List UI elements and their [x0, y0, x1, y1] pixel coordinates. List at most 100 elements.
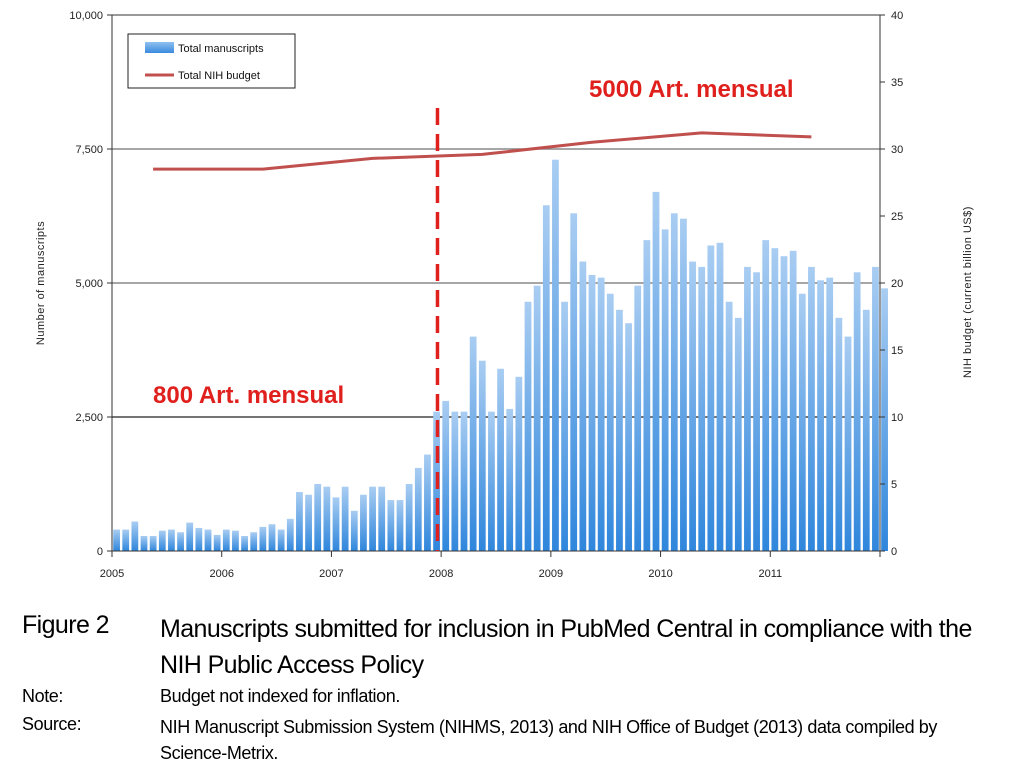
manuscript-bar	[862, 309, 870, 551]
x-tick-label: 2011	[758, 568, 782, 580]
left-tick-label: 5,000	[75, 278, 103, 290]
right-tick-label: 30	[891, 144, 903, 156]
manuscript-bar	[296, 492, 303, 551]
manuscript-bar	[606, 293, 614, 551]
manuscript-bar	[442, 400, 450, 551]
legend-swatch-manuscripts	[145, 42, 174, 53]
right-tick-label: 20	[891, 278, 903, 290]
legend: Total manuscripts Total NIH budget	[127, 33, 296, 89]
x-tick-label: 2009	[539, 568, 563, 580]
manuscript-bar	[744, 266, 751, 551]
manuscript-bar	[460, 411, 468, 551]
source-text: NIH Manuscript Submission System (NIHMS,…	[160, 717, 938, 763]
manuscript-bar	[762, 240, 770, 551]
manuscript-bar	[323, 486, 331, 551]
manuscript-bar	[369, 486, 376, 551]
manuscript-bar	[314, 484, 322, 551]
x-tick-label: 2008	[429, 568, 453, 580]
manuscript-bar	[488, 411, 495, 551]
left-axis-title: Number of manuscripts	[35, 221, 47, 345]
manuscript-bar	[451, 411, 459, 551]
manuscript-bar	[158, 530, 166, 551]
note-text: Budget not indexed for inflation.	[160, 686, 400, 706]
manuscript-bar	[241, 535, 248, 551]
manuscript-bar	[469, 336, 477, 551]
manuscript-bar	[771, 248, 779, 551]
manuscript-bar	[497, 368, 504, 551]
manuscript-bar	[515, 376, 523, 551]
left-tick-label: 7,500	[75, 144, 103, 156]
manuscript-bar	[222, 529, 230, 551]
manuscript-bar	[506, 408, 514, 551]
manuscript-bars	[113, 159, 888, 552]
manuscript-bar	[579, 261, 587, 551]
manuscript-bar	[835, 317, 843, 551]
x-axis-ticks: 2005 2006 2007 2008 2009 2010 2011	[100, 551, 881, 580]
manuscript-bar	[716, 242, 724, 552]
manuscript-bar	[734, 317, 742, 551]
right-tick-label: 25	[891, 211, 903, 223]
manuscript-bar	[113, 529, 120, 551]
right-tick-label: 40	[891, 10, 903, 22]
manuscript-bar	[643, 240, 651, 551]
manuscript-bar	[789, 250, 797, 551]
manuscript-bar	[753, 272, 760, 551]
manuscript-bar	[817, 280, 824, 551]
annotation-after: 5000 Art. mensual	[589, 76, 794, 103]
figure-label: Figure 2	[22, 611, 110, 639]
right-tick-label: 10	[891, 412, 903, 424]
manuscript-bar	[232, 530, 239, 551]
manuscript-bar	[350, 510, 358, 551]
manuscript-bar	[707, 245, 715, 552]
right-tick-label: 15	[891, 345, 903, 357]
right-tick-label: 5	[891, 479, 897, 491]
manuscript-bar	[396, 500, 404, 551]
manuscript-bar	[250, 532, 258, 551]
manuscript-bar	[277, 529, 285, 551]
budget-line	[153, 131, 812, 171]
legend-label-manuscripts: Total manuscripts	[178, 43, 264, 55]
manuscript-bar	[478, 360, 486, 551]
manuscript-bar	[122, 529, 130, 551]
right-axis-ticks: 0 5 10 15 20 25 30 35 40	[880, 10, 903, 558]
manuscript-bar	[140, 535, 148, 551]
manuscript-bar	[725, 301, 733, 551]
manuscript-bar	[259, 526, 267, 551]
manuscript-bar	[808, 266, 815, 551]
x-tick-label: 2006	[209, 568, 233, 580]
manuscript-bar	[872, 266, 879, 551]
manuscript-bar	[195, 527, 203, 551]
manuscript-bar	[213, 534, 221, 551]
manuscript-bar	[341, 486, 349, 551]
figure-title: Manuscripts submitted for inclusion in P…	[160, 615, 972, 679]
manuscript-bar	[844, 336, 852, 551]
right-axis-title: NIH budget (current billion US$)	[962, 206, 974, 378]
left-axis-ticks: 0 2,500 5,000 7,500 10,000	[69, 10, 112, 558]
manuscript-bar	[588, 274, 596, 551]
manuscript-bar	[689, 261, 696, 551]
manuscript-bar	[524, 301, 532, 551]
manuscript-bar	[634, 285, 642, 551]
manuscript-bar	[570, 213, 578, 551]
left-tick-label: 0	[97, 546, 103, 558]
manuscript-bar	[332, 497, 340, 551]
x-tick-label: 2010	[648, 568, 672, 580]
manuscript-bar	[670, 213, 678, 551]
source-label: Source:	[22, 714, 82, 734]
manuscript-bar	[798, 293, 806, 551]
x-tick-label: 2007	[319, 568, 343, 580]
right-tick-label: 35	[891, 77, 903, 89]
manuscript-bar	[616, 309, 623, 551]
manuscript-bar	[204, 529, 212, 551]
manuscript-bar	[881, 288, 888, 551]
manuscript-bar	[131, 521, 139, 551]
left-tick-label: 2,500	[75, 412, 103, 424]
budget-line-group	[153, 131, 812, 171]
manuscript-bar	[780, 256, 788, 551]
manuscript-bar	[826, 277, 834, 551]
right-tick-label: 0	[891, 546, 897, 558]
manuscript-bar	[680, 218, 687, 551]
manuscript-bar	[305, 494, 312, 551]
legend-label-budget: Total NIH budget	[178, 70, 260, 82]
manuscript-bar	[698, 266, 706, 551]
